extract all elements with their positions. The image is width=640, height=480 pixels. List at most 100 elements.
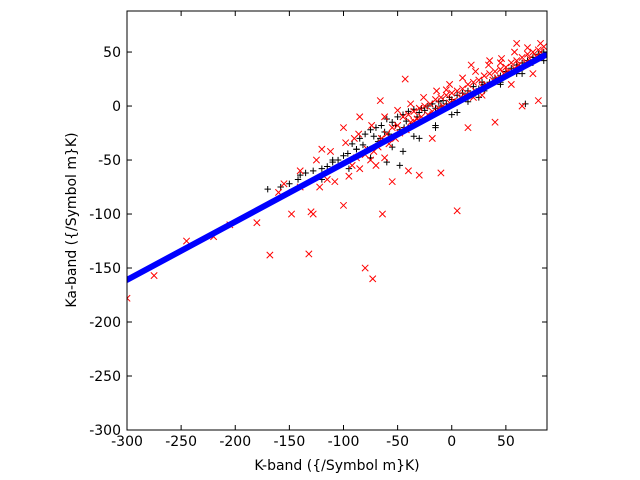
data-point [496,59,505,67]
x-tick-label: -100 [328,434,360,450]
data-point [421,107,428,114]
x-tick-label: -250 [165,434,197,450]
data-point [497,54,506,63]
data-point [407,100,415,108]
data-point [496,65,505,73]
data-point [523,44,532,52]
data-point [361,130,369,138]
data-point [378,122,385,129]
data-point [399,113,407,121]
data-point [404,167,412,175]
data-point [522,100,529,108]
data-point [491,67,499,76]
data-point [437,169,445,177]
data-point [370,133,378,140]
data-point [469,78,477,86]
data-point [369,275,377,283]
data-point [359,141,367,149]
data-point [287,210,296,218]
data-point [401,75,409,83]
data-point [415,104,423,112]
data-point [286,180,293,187]
axes-frame [126,10,548,431]
data-point [518,102,526,110]
axis-ticks [126,11,547,431]
y-tick-label: -50 [98,153,121,169]
data-point [353,146,360,153]
data-point [394,121,402,130]
x-tick-label: 0 [447,434,456,450]
data-point [453,92,461,99]
data-point [507,59,515,67]
data-point [439,97,447,104]
data-point [446,80,454,88]
data-point [431,95,440,104]
data-point [459,85,467,93]
y-tick-label: -150 [89,261,121,277]
data-point [448,89,456,97]
y-tick-label: 0 [112,99,121,115]
data-point [453,87,461,95]
data-point [399,148,407,155]
data-point [389,119,396,126]
data-point [394,106,402,114]
data-point [329,158,336,166]
data-point [448,111,455,118]
data-point [404,111,412,119]
data-point [182,237,191,245]
x-tick-label: 50 [497,434,515,450]
x-tick-label: -300 [111,434,143,450]
data-point [324,163,331,170]
data-point [513,39,521,47]
data-point [403,117,410,125]
data-point [367,126,374,133]
data-point [334,156,342,164]
data-point [432,104,439,112]
data-point [296,167,304,175]
data-point [472,67,480,76]
axis-tick-labels: -300 -250 -200 -150 -100 -50 0 50 -300 -250 -200 -1… [89,45,515,450]
y-axis-label: Ka-band ({/Symbol m}K) [64,132,80,307]
y-tick-label: 50 [103,45,121,61]
data-point [410,107,418,115]
data-point [394,113,401,121]
data-point [453,109,461,116]
series-line [127,51,547,283]
data-point [432,122,439,129]
data-point [480,72,488,80]
data-point [426,100,434,108]
data-point [378,210,387,218]
data-point [396,162,403,169]
data-point [381,154,389,162]
data-point [523,50,532,58]
data-point [253,219,261,227]
data-point [428,134,436,142]
data-point [405,108,412,115]
data-point [318,145,326,153]
x-tick-label: -200 [219,434,251,450]
data-point [266,251,274,259]
data-point [340,152,347,159]
plot-area [127,39,547,302]
data-point [475,76,483,84]
data-point [421,102,429,110]
data-point [339,201,348,209]
data-point [296,171,304,179]
data-point [326,147,335,155]
data-point [486,57,494,65]
data-point [280,180,288,188]
data-point [534,97,542,105]
data-point [502,63,510,71]
data-point [388,178,396,186]
data-point [442,91,450,99]
data-point [529,70,537,78]
data-point [127,294,131,302]
data-point [464,87,472,95]
data-point [518,53,526,61]
data-point [518,70,526,77]
data-point [361,264,369,272]
data-point [345,165,353,172]
data-point [510,48,519,56]
data-point [376,97,384,105]
